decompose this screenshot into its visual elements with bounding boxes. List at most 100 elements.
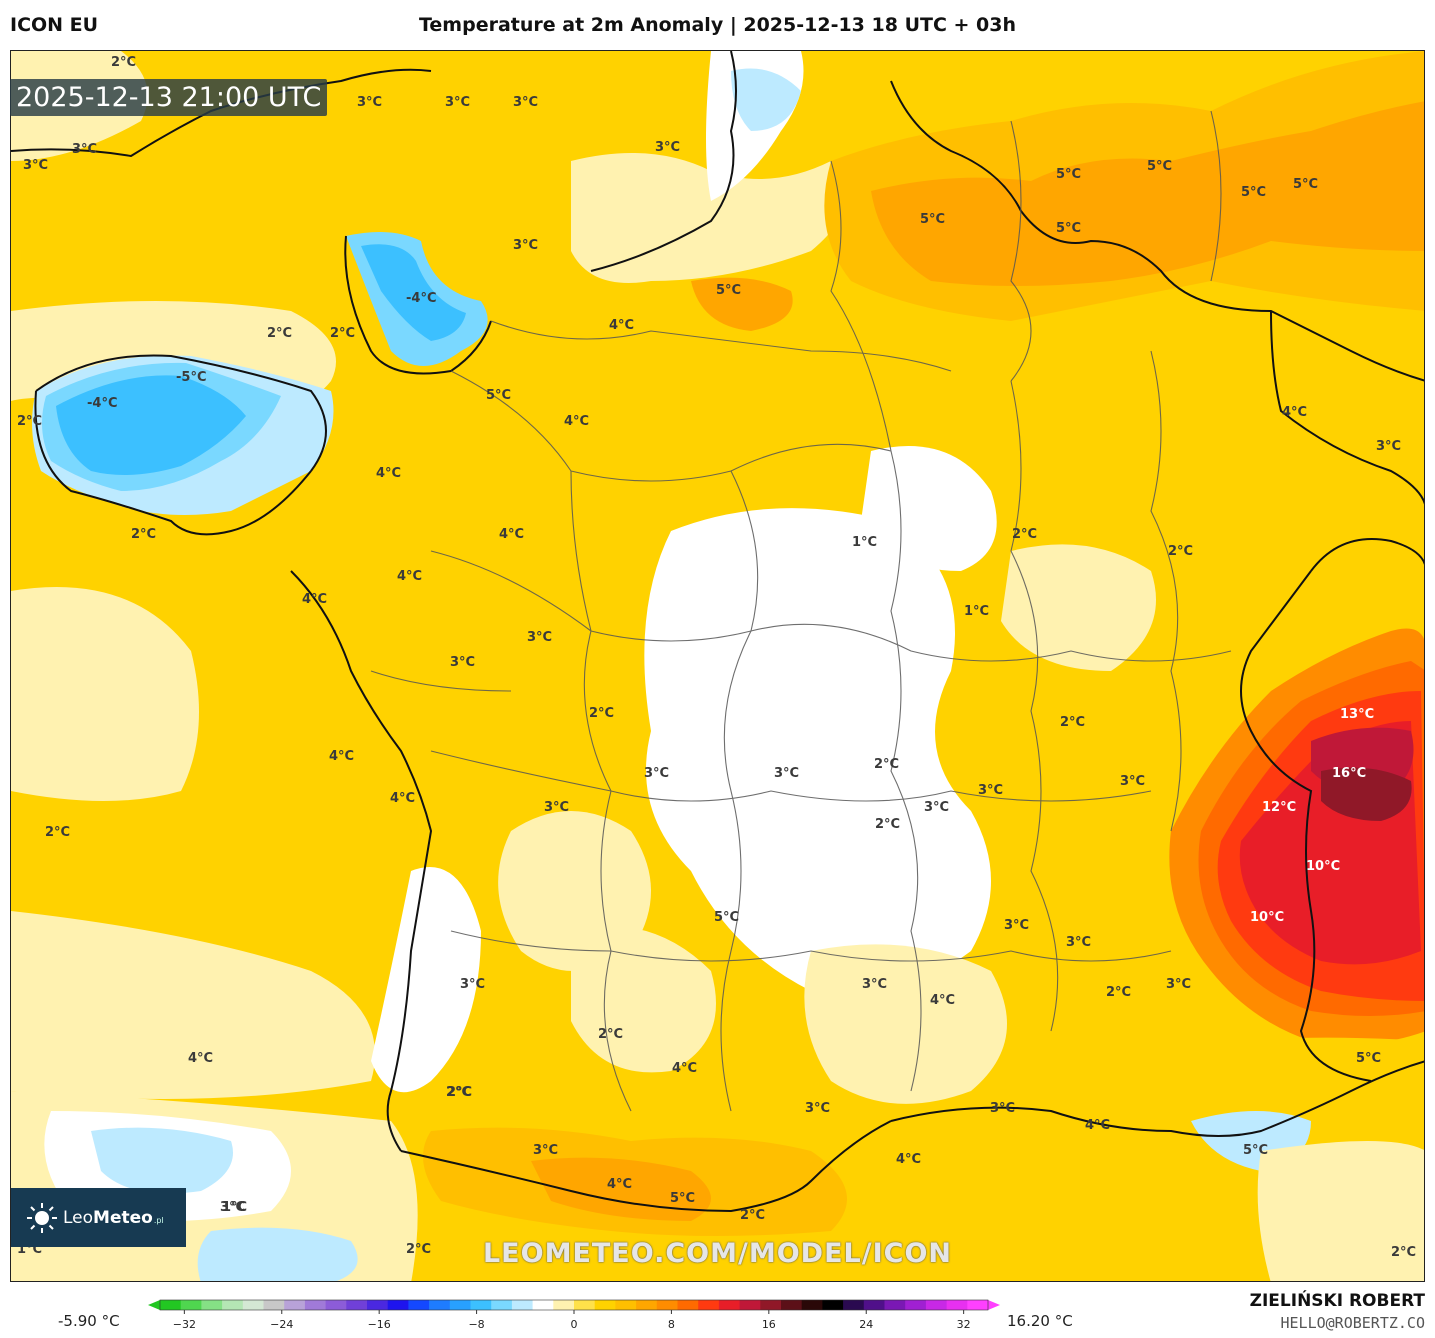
leometeo-logo[interactable]: LeoMeteo .pl — [11, 1188, 186, 1247]
colorbar-segment — [718, 1300, 741, 1310]
valid-time-badge: 2025-12-13 21:00 UTC — [10, 79, 328, 116]
author-name: ZIELIŃSKI ROBERT — [1249, 1291, 1425, 1311]
colorbar-tick-label: 16 — [762, 1318, 776, 1331]
colorbar-tick-label: −16 — [368, 1318, 391, 1331]
temperature-label: 1°C — [222, 1200, 248, 1215]
temperature-label: 4°C — [329, 749, 355, 764]
colorbar-segment — [470, 1300, 492, 1310]
colorbar-tick-label: −24 — [270, 1318, 293, 1331]
sun-icon — [27, 1202, 57, 1233]
legend-max-label: 16.20 °C — [1007, 1312, 1073, 1330]
temperature-label: 3°C — [990, 1101, 1016, 1116]
colorbar-segment — [863, 1300, 885, 1310]
temperature-label: 3°C — [644, 766, 670, 781]
temperature-label: 2°C — [17, 414, 43, 429]
temperature-label: 3°C — [513, 238, 539, 253]
temperature-label: 2°C — [1168, 544, 1194, 559]
temperature-label: 3°C — [527, 630, 553, 645]
colorbar-segment — [180, 1300, 202, 1310]
temperature-label: 5°C — [1147, 159, 1173, 174]
colorbar-segment — [636, 1300, 658, 1310]
temperature-label: 2°C — [1060, 715, 1086, 730]
temperature-label: 2°C — [874, 757, 900, 772]
colorbar-segment — [698, 1300, 720, 1310]
colorbar-segment — [677, 1300, 699, 1310]
colorbar-segment — [574, 1300, 596, 1310]
temperature-label: 2°C — [1391, 1245, 1417, 1260]
colorbar-segment — [801, 1300, 823, 1310]
colorbar-segment — [781, 1300, 803, 1310]
temperature-label: 1°C — [964, 604, 990, 619]
watermark-url: LEOMETEO.COM/MODEL/ICON — [482, 1238, 953, 1269]
colorbar-segment — [222, 1300, 244, 1310]
temperature-label: 5°C — [1241, 185, 1267, 200]
temperature-label: 3°C — [978, 783, 1004, 798]
author-email[interactable]: HELLO@ROBERTZ.CO — [1280, 1314, 1426, 1332]
temperature-label: 3°C — [72, 142, 98, 157]
model-name: ICON EU — [10, 14, 99, 36]
temperature-label: 3°C — [655, 140, 681, 155]
temperature-label: 2°C — [740, 1208, 766, 1223]
temperature-label: 5°C — [1056, 221, 1082, 236]
colorbar-segment — [615, 1300, 637, 1310]
temperature-label: 2°C — [598, 1027, 624, 1042]
colorbar-segment — [408, 1300, 430, 1310]
temperature-label: 4°C — [397, 569, 423, 584]
colorbar-segment — [656, 1300, 678, 1310]
colorbar-segment — [449, 1300, 471, 1310]
temperature-label: 3°C — [1120, 774, 1146, 789]
temperature-label: 3°C — [460, 977, 486, 992]
temperature-label: 2°C — [589, 706, 615, 721]
colorbar-segment — [822, 1300, 844, 1310]
temperature-label: 2°C — [45, 825, 71, 840]
temperature-label: 2°C — [330, 326, 356, 341]
temperature-label: 2°C — [447, 1085, 473, 1100]
temperature-label: 3°C — [1066, 935, 1092, 950]
temperature-label: 2°C — [1106, 985, 1132, 1000]
temperature-label: 3°C — [1376, 439, 1402, 454]
colorbar: −32 −24 −16 −8 0 8 16 24 32 — [148, 1299, 1000, 1331]
colorbar-tick-label: 32 — [957, 1318, 971, 1331]
colorbar-segment — [905, 1300, 927, 1310]
colorbar-tick-label: 0 — [571, 1318, 578, 1331]
temperature-label: -4°C — [87, 396, 118, 411]
colorbar-tick-label: 8 — [668, 1318, 675, 1331]
colorbar-segment — [304, 1300, 327, 1310]
temperature-label: 4°C — [1282, 405, 1308, 420]
temperature-label: 4°C — [672, 1061, 698, 1076]
temperature-label: 10°C — [1250, 910, 1285, 925]
colorbar-segment — [843, 1300, 865, 1310]
colorbar-segment — [967, 1300, 989, 1310]
anomaly-map — [10, 50, 1425, 1282]
temperature-label: 3°C — [23, 158, 49, 173]
temperature-label: 3°C — [774, 766, 800, 781]
colorbar-tick-label: 24 — [859, 1318, 873, 1331]
temperature-label: 5°C — [486, 388, 512, 403]
colorbar-segment — [532, 1300, 554, 1310]
temperature-label: 4°C — [376, 466, 402, 481]
legend-min-label: -5.90 °C — [58, 1312, 120, 1330]
temperature-label: 2°C — [131, 527, 157, 542]
colorbar-segment — [511, 1300, 534, 1310]
temperature-label: 2°C — [446, 1085, 472, 1100]
temperature-label: 5°C — [1056, 167, 1082, 182]
temperature-label: 3°C — [220, 1200, 246, 1215]
temperature-label: 5°C — [1243, 1143, 1269, 1158]
temperature-label: 4°C — [930, 993, 956, 1008]
colorbar-segment — [263, 1300, 285, 1310]
temperature-label: 10°C — [1306, 859, 1341, 874]
colorbar-segment — [429, 1300, 451, 1310]
temperature-label: 5°C — [920, 212, 946, 227]
colorbar-segment — [491, 1300, 513, 1310]
temperature-label: 3°C — [450, 655, 476, 670]
temperature-label: 2°C — [267, 326, 293, 341]
map-graphic — [11, 51, 1424, 1281]
colorbar-segment — [284, 1300, 306, 1310]
logo-suffix: .pl — [153, 1216, 164, 1225]
temperature-label: 2°C — [111, 55, 137, 70]
colorbar-segment — [884, 1300, 906, 1310]
temperature-label: 3°C — [862, 977, 888, 992]
temperature-label: 5°C — [714, 910, 740, 925]
temperature-label: 3°C — [924, 800, 950, 815]
colorbar-segment — [325, 1300, 347, 1310]
